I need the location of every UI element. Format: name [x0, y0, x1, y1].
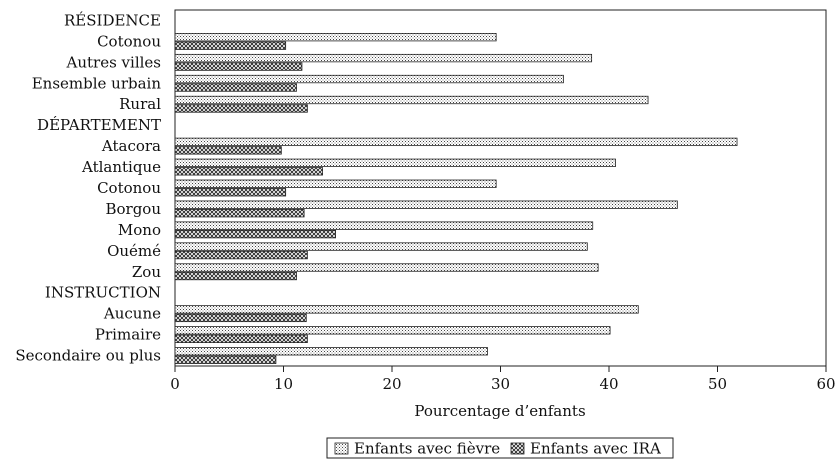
- bar-ira: [174, 334, 308, 343]
- bar-ira: [174, 250, 308, 260]
- category-label: Mono: [118, 221, 161, 239]
- bar-ira: [174, 146, 282, 155]
- bar-ira: [174, 209, 305, 218]
- bar-fievre: [174, 74, 564, 84]
- bar-ira: [174, 271, 297, 281]
- bar-ira: [174, 229, 336, 239]
- bar-fievre: [174, 53, 593, 63]
- category-label: Ouémé: [107, 242, 161, 260]
- category-label: Primaire: [95, 326, 161, 344]
- bar-ira: [174, 188, 287, 197]
- x-axis-title: Pourcentage d’enfants: [414, 402, 585, 420]
- category-section-header: RÉSIDENCE: [64, 11, 161, 29]
- x-tick-label: 30: [491, 375, 510, 393]
- x-tick-label: 40: [599, 375, 618, 393]
- x-tick-label: 60: [816, 375, 835, 393]
- bar-ira: [174, 62, 303, 71]
- bar-fievre: [174, 221, 594, 230]
- bar-fievre: [174, 95, 649, 105]
- category-label: Ensemble urbain: [32, 74, 162, 92]
- bar-ira: [174, 313, 307, 323]
- legend-box: [326, 437, 674, 459]
- x-tick-label: 50: [708, 375, 727, 393]
- bar-ira: [174, 104, 308, 113]
- legend: Enfants avec fièvre Enfants avec IRA: [326, 437, 674, 459]
- bar-fievre: [174, 242, 588, 251]
- bar-fievre: [174, 33, 497, 42]
- bar-ira: [174, 41, 287, 50]
- x-tick-label: 10: [274, 375, 293, 393]
- bar-fievre: [174, 263, 599, 272]
- legend-label: Enfants avec fièvre: [354, 440, 500, 458]
- category-label: Autres villes: [66, 53, 161, 71]
- category-label: Aucune: [103, 305, 161, 323]
- category-label: Cotonou: [97, 32, 161, 50]
- bar-ira: [174, 355, 277, 364]
- x-tick-label: 0: [170, 375, 180, 393]
- bar-fievre: [174, 326, 611, 335]
- category-section-header: INSTRUCTION: [45, 284, 161, 302]
- bar-fievre: [174, 158, 616, 167]
- bars: [174, 33, 738, 364]
- category-label: Rural: [119, 95, 161, 113]
- legend-swatch: [510, 442, 525, 455]
- category-label: Zou: [132, 263, 161, 281]
- category-label: Atlantique: [81, 158, 161, 176]
- category-label: Atacora: [101, 137, 161, 155]
- x-axis: 0 10 20 30 40 50 60: [170, 366, 836, 393]
- category-label: Secondaire ou plus: [15, 347, 161, 365]
- bar-fievre: [174, 347, 488, 356]
- legend-label: Enfants avec IRA: [530, 440, 661, 458]
- bar-fievre: [174, 137, 738, 147]
- category-label: Borgou: [105, 200, 161, 218]
- category-labels: RÉSIDENCE Cotonou Autres villes Ensemble ur…: [15, 11, 161, 364]
- category-label: Cotonou: [97, 179, 161, 197]
- bar-ira: [174, 83, 297, 92]
- legend-swatch: [334, 442, 349, 455]
- bar-fievre: [174, 200, 678, 209]
- x-tick-label: 20: [382, 375, 401, 393]
- bar-fievre: [174, 179, 497, 188]
- bar-fievre: [174, 305, 639, 314]
- bar-ira: [174, 167, 323, 176]
- category-section-header: DÉPARTEMENT: [37, 116, 161, 134]
